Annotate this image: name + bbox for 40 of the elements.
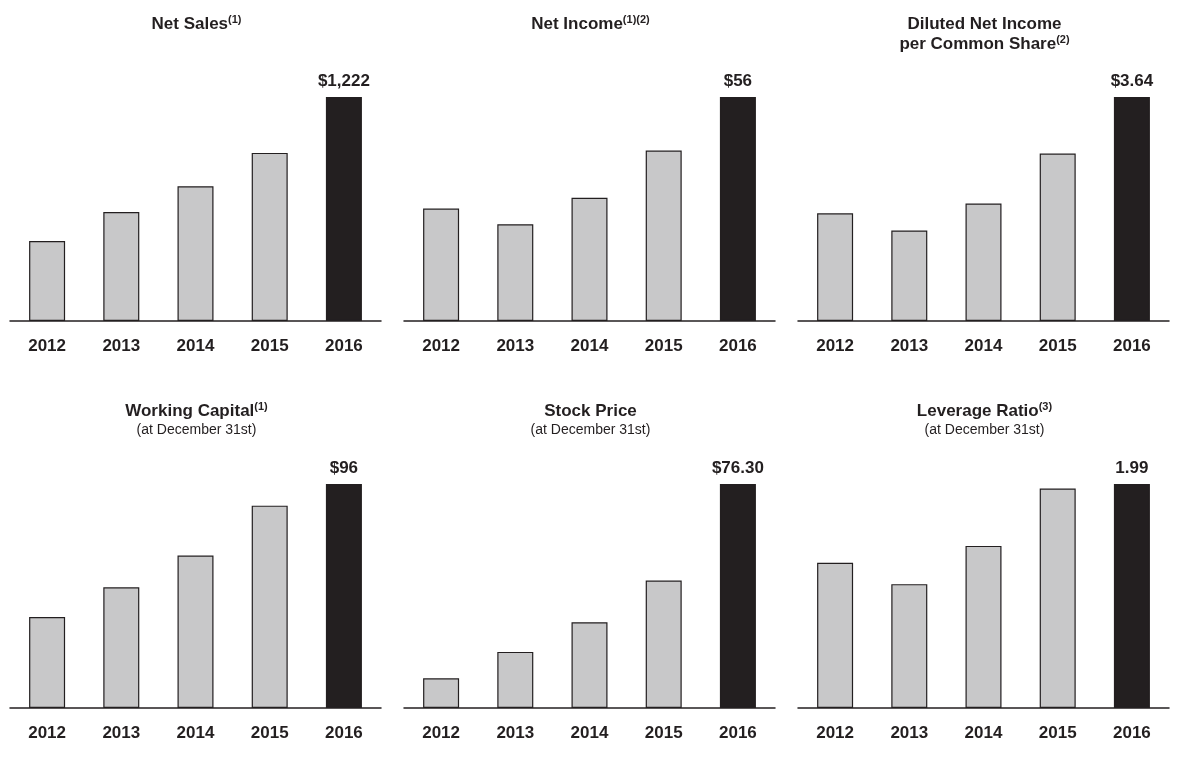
x-tick-label: 2015 <box>250 723 289 742</box>
chart-subtitle: (at December 31st) <box>136 421 257 437</box>
x-tick-label: 2013 <box>890 723 929 742</box>
chart-subtitle: (at December 31st) <box>530 421 651 437</box>
data-label: $96 <box>329 457 359 477</box>
x-tick-label: 2016 <box>718 723 757 742</box>
chart-subtitle: (at December 31st) <box>924 421 1045 437</box>
x-tick-label: 2013 <box>102 723 141 742</box>
x-tick-label: 2015 <box>644 723 683 742</box>
x-tick-label: 2014 <box>570 723 609 742</box>
x-tick-label: 2016 <box>1112 723 1151 742</box>
x-tick-label: 2013 <box>890 336 929 355</box>
x-tick-label: 2014 <box>964 723 1003 742</box>
x-tick-label: 2012 <box>422 336 461 355</box>
x-tick-label: 2013 <box>102 336 141 355</box>
x-tick-label: 2014 <box>176 723 215 742</box>
x-tick-label: 2014 <box>964 336 1003 355</box>
x-tick-label: 2015 <box>250 336 289 355</box>
x-tick-label: 2016 <box>324 723 363 742</box>
x-tick-label: 2012 <box>28 723 67 742</box>
x-tick-label: 2016 <box>324 336 363 355</box>
x-tick-label: 2013 <box>496 723 535 742</box>
x-tick-label: 2015 <box>1038 336 1077 355</box>
x-tick-label: 2012 <box>816 336 855 355</box>
x-tick-label: 2012 <box>422 723 461 742</box>
x-tick-label: 2012 <box>28 336 67 355</box>
data-label: $3.64 <box>1110 70 1154 90</box>
x-tick-label: 2013 <box>496 336 535 355</box>
x-tick-label: 2015 <box>1038 723 1077 742</box>
x-tick-label: 2016 <box>1112 336 1151 355</box>
x-tick-label: 2015 <box>644 336 683 355</box>
x-tick-label: 2012 <box>816 723 855 742</box>
x-tick-label: 2014 <box>570 336 609 355</box>
data-label: $76.30 <box>711 457 764 477</box>
x-tick-label: 2014 <box>176 336 215 355</box>
chart-title: Stock Price <box>544 400 637 420</box>
data-label: $1,222 <box>317 70 370 90</box>
data-label: 1.99 <box>1115 457 1149 477</box>
data-label: $56 <box>723 70 753 90</box>
x-tick-label: 2016 <box>718 336 757 355</box>
